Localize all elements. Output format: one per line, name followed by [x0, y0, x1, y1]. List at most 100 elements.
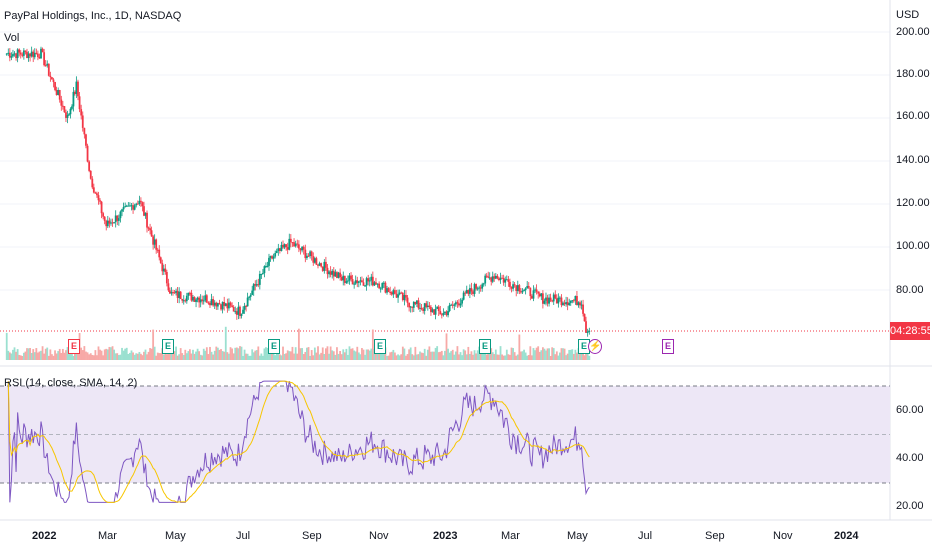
candle-body [302, 246, 305, 250]
earnings-event-icon[interactable]: E [578, 339, 590, 354]
volume-bar [312, 355, 315, 360]
rsi-label[interactable]: RSI (14, close, SMA, 14, 2) [4, 377, 138, 389]
volume-bar [472, 354, 474, 360]
volume-bar [207, 354, 210, 360]
candle-body [526, 286, 529, 289]
volume-bar [450, 351, 453, 360]
volume-bar [345, 348, 348, 360]
volume-bar [580, 351, 583, 360]
volume-bar [212, 354, 215, 360]
candle-body [152, 236, 155, 245]
candle-body [117, 218, 120, 221]
volume-bar [485, 354, 488, 360]
candle-body [167, 283, 170, 291]
time-tick: Jul [236, 530, 251, 542]
price-tick: 200.00 [896, 26, 930, 38]
volume-bar [310, 350, 313, 360]
volume-bar [552, 348, 555, 360]
volume-bar [32, 349, 35, 360]
candle-body [255, 284, 258, 286]
candle-body [306, 255, 308, 259]
candle-body [99, 200, 101, 202]
volume-bar [296, 353, 299, 360]
candle-body [65, 112, 67, 118]
candle-body [370, 276, 373, 281]
volume-bar [125, 347, 128, 360]
candle-body [215, 302, 218, 307]
volume-bar [288, 351, 291, 360]
volume-bar [94, 350, 97, 360]
volume-bar [329, 346, 332, 360]
volume-bar [453, 354, 456, 360]
volume-label[interactable]: Vol [4, 32, 20, 44]
volume-bar [326, 346, 329, 360]
candle-body [485, 275, 488, 277]
candle-body [405, 295, 407, 298]
earnings-event-icon[interactable]: E [162, 339, 174, 354]
volume-bar [232, 353, 235, 360]
earnings-event-icon[interactable]: E [479, 339, 491, 354]
volume-bar [414, 346, 417, 360]
volume-bar [464, 350, 467, 360]
volume-bar [61, 348, 64, 360]
symbol-title[interactable]: PayPal Holdings, Inc., 1D, NASDAQ [4, 10, 182, 22]
candle-body [532, 290, 535, 299]
candle-body [22, 50, 25, 56]
candle-body [288, 238, 291, 250]
volume-bar [167, 348, 170, 360]
volume-bar [336, 347, 338, 360]
candle-body [231, 305, 233, 307]
earnings-event-icon[interactable]: E [374, 339, 386, 354]
volume-bar [401, 346, 404, 360]
volume-bar [359, 354, 362, 360]
candle-body [498, 278, 500, 281]
candle-body [332, 270, 335, 277]
candle-body [146, 212, 148, 228]
volume-bar [482, 350, 485, 360]
candle-body [348, 275, 351, 281]
volume-bar [285, 353, 288, 360]
price-tick: 100.00 [896, 240, 930, 252]
candle-body [13, 53, 16, 55]
earnings-event-icon[interactable]: E [268, 339, 280, 354]
candle-body [545, 297, 547, 301]
volume-bar [301, 348, 303, 360]
split-event-icon[interactable]: ⚡ [588, 339, 602, 354]
volume-bar [65, 350, 67, 360]
volume-bar [521, 351, 524, 360]
volume-bar [375, 352, 377, 360]
candle-body [389, 291, 392, 293]
candle-body [510, 286, 513, 289]
candle-body [494, 275, 497, 279]
candle-body [150, 230, 153, 237]
candle-body [454, 302, 457, 305]
candle-body [347, 280, 349, 282]
candle-body [476, 288, 479, 290]
candle-body [136, 203, 139, 205]
candle-body [557, 297, 560, 304]
candle-body [38, 56, 41, 59]
volume-bar [501, 354, 503, 360]
candle-body [328, 271, 330, 275]
candle-body [55, 90, 58, 95]
candle-body [49, 75, 52, 78]
volume-bar [518, 334, 521, 360]
volume-bar [339, 351, 342, 360]
volume-bar [445, 333, 448, 360]
volume-bar [57, 351, 60, 360]
volume-bar [579, 352, 581, 360]
candle-body [44, 65, 47, 67]
volume-bar [249, 355, 252, 360]
rsi-tick: 40.00 [896, 452, 924, 464]
volume-bar [541, 347, 544, 360]
candle-body [555, 298, 558, 304]
future-earnings-event-icon[interactable]: E [662, 339, 674, 354]
candle-body [566, 302, 569, 306]
volume-bar [576, 352, 578, 360]
candle-body [210, 299, 213, 306]
time-tick: Nov [369, 530, 389, 542]
earnings-event-icon[interactable]: E [68, 339, 80, 354]
candle-body [181, 298, 184, 301]
candle-body [78, 96, 81, 110]
